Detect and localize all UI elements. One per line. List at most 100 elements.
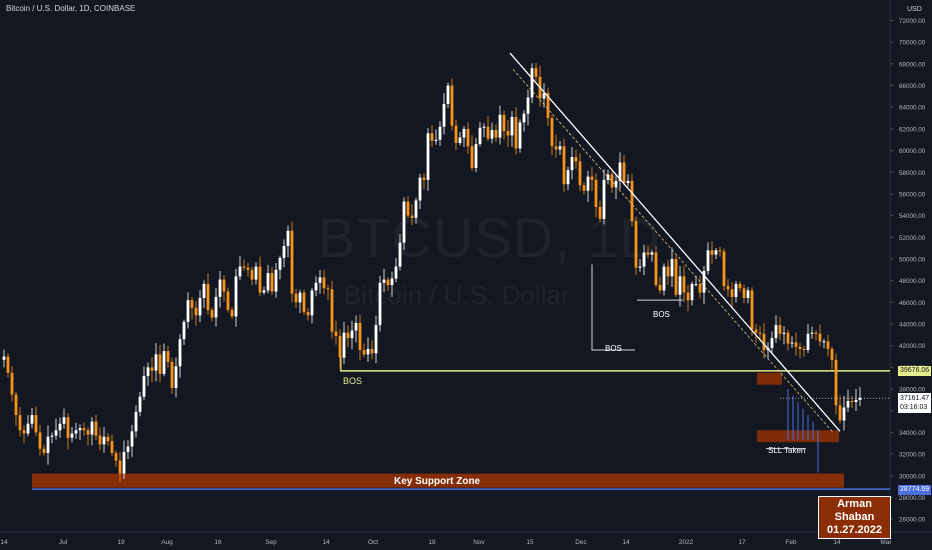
candle-body (682, 276, 686, 293)
candle-body (674, 258, 678, 295)
candle-body (294, 293, 298, 303)
candle-body (6, 356, 10, 373)
candle-body (214, 296, 218, 318)
candle-body (378, 282, 382, 326)
candle-body (650, 252, 654, 255)
candle-body (22, 430, 26, 434)
candle-body (746, 290, 750, 299)
candle-body (278, 257, 282, 270)
candle-body (122, 451, 126, 474)
candle-body (222, 279, 226, 292)
candle-body (198, 298, 202, 316)
candle-body (158, 354, 162, 374)
candle-body (426, 133, 430, 180)
level-price-tag: 39676.06 (898, 366, 932, 376)
candle-body (386, 279, 390, 285)
candle-body (814, 332, 818, 334)
candle-body (738, 283, 742, 289)
x-tick-label: 19 (117, 539, 125, 546)
candle-body (586, 176, 590, 191)
key-support-zone-label: Key Support Zone (394, 476, 481, 487)
candle-body (114, 453, 118, 461)
y-tick-label: 72000.00 (899, 18, 926, 25)
candle-body (146, 367, 150, 377)
candle-body (662, 266, 666, 291)
candle-body (742, 288, 746, 299)
candle-body (478, 127, 482, 145)
candle-body (218, 279, 222, 297)
candle-body (74, 430, 78, 434)
candle-body (826, 341, 830, 349)
candle-body (454, 125, 458, 143)
candle-body (774, 325, 778, 339)
candle-body (554, 146, 558, 150)
candle-body (330, 289, 334, 332)
candle-body (82, 428, 86, 431)
candle-body (734, 283, 738, 297)
candle-body (106, 436, 110, 442)
candle-body (446, 85, 450, 104)
candle-body (818, 333, 822, 342)
y-tick-label: 58000.00 (899, 170, 926, 177)
candle-body (458, 137, 462, 143)
candle-body (422, 177, 426, 180)
candle-body (838, 405, 842, 421)
candle-body (310, 290, 314, 316)
candle-body (238, 266, 242, 277)
candle-body (786, 332, 790, 344)
x-tick-label: 2022 (679, 539, 694, 546)
candle-body (130, 431, 134, 447)
candle-body (802, 348, 806, 351)
candle-body (698, 283, 702, 293)
x-tick-label: Jul (59, 539, 68, 546)
candle-body (346, 332, 350, 339)
candle-body (50, 435, 54, 437)
candle-body (206, 283, 210, 310)
author-name: Arman Shaban (834, 498, 875, 523)
candle-body (30, 415, 34, 424)
candle-body (642, 252, 646, 267)
candle-body (102, 436, 106, 445)
candle-body (150, 367, 154, 371)
candle-body (142, 376, 146, 397)
candle-body (494, 129, 498, 138)
candle-body (842, 407, 846, 421)
candle-body (630, 180, 634, 222)
candle-body (230, 309, 234, 317)
candle-body (762, 333, 766, 351)
candle-body (262, 290, 266, 293)
candle-body (54, 430, 58, 436)
currency-label: USD (907, 6, 922, 13)
candle-body (778, 325, 782, 334)
y-tick-label: 38000.00 (899, 387, 926, 394)
candle-body (498, 114, 502, 138)
x-tick-label: Mar (880, 539, 892, 546)
candle-body (178, 339, 182, 367)
candle-body (574, 157, 578, 162)
candle-body (78, 428, 82, 431)
y-tick-label: 32000.00 (899, 452, 926, 459)
candle-body (418, 177, 422, 201)
candle-body (402, 201, 406, 243)
candle-body (134, 411, 138, 432)
bos-label-2: BOS (653, 310, 670, 319)
candle-body (582, 185, 586, 191)
y-tick-label: 54000.00 (899, 213, 926, 220)
y-tick-label: 48000.00 (899, 278, 926, 285)
grid (0, 0, 932, 533)
candle-body (558, 146, 562, 150)
y-tick-label: 46000.00 (899, 300, 926, 307)
candle-body (254, 266, 258, 280)
candle-body (274, 269, 278, 292)
candle-body (170, 361, 174, 388)
candle-body (14, 394, 18, 416)
x-tick-label: Sep (265, 539, 277, 546)
candle-body (714, 250, 718, 255)
x-tick-label: 14 (0, 539, 8, 546)
y-tick-label: 62000.00 (899, 126, 926, 133)
y-tick-label: 64000.00 (899, 105, 926, 112)
candle-body (634, 221, 638, 268)
x-tick-label: Dec (575, 539, 587, 546)
candle-body (434, 139, 438, 141)
